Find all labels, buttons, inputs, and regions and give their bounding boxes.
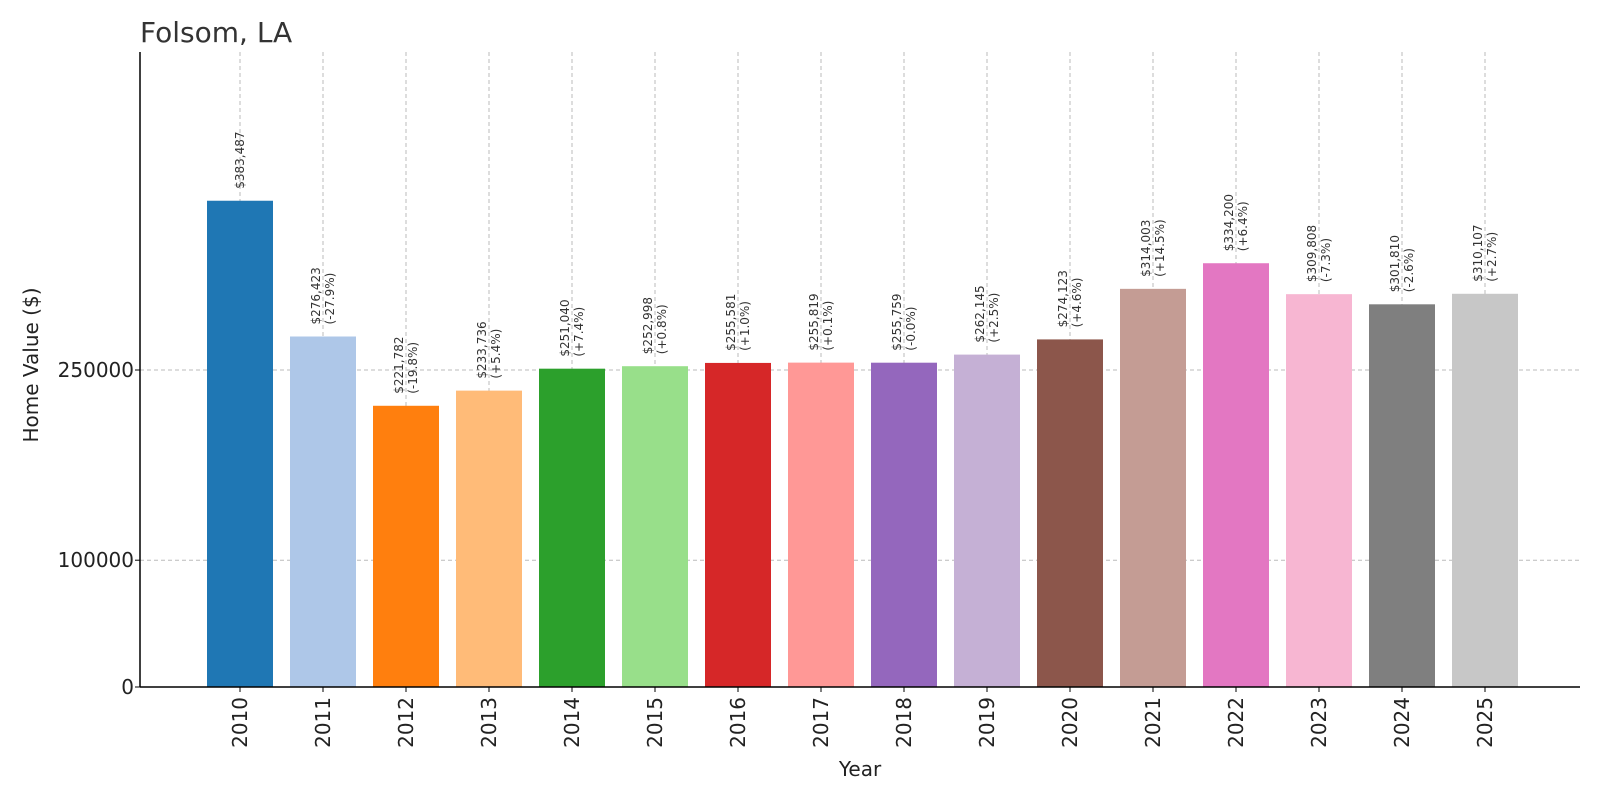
change-label-2023: (-7.3%)	[1319, 238, 1333, 282]
x-tick-label-2024: 2024	[1390, 697, 1414, 748]
bar-2015	[622, 366, 688, 687]
change-label-2011: (-27.9%)	[323, 273, 337, 325]
bar-2016	[705, 362, 771, 687]
x-tick-label-2016: 2016	[726, 697, 750, 748]
change-label-2022: (+6.4%)	[1236, 201, 1250, 251]
change-label-2024: (-2.6%)	[1402, 248, 1416, 292]
bar-2017	[788, 362, 854, 687]
change-label-2016: (+1.0%)	[738, 301, 752, 351]
bar-2014	[539, 368, 605, 687]
x-tick-label-2022: 2022	[1224, 697, 1248, 748]
x-tick-label-2010: 2010	[228, 697, 252, 748]
x-tick-label-2017: 2017	[809, 697, 833, 748]
value-label-2021: $314,003	[1139, 220, 1153, 277]
bar-2012	[373, 405, 439, 687]
x-tick-label-2019: 2019	[975, 697, 999, 748]
change-label-2021: (+14.5%)	[1153, 219, 1167, 277]
x-tick-label-2021: 2021	[1141, 697, 1165, 748]
value-label-2023: $309,808	[1305, 225, 1319, 282]
y-tick-label: 250000	[58, 358, 134, 382]
bar-2021	[1120, 288, 1186, 687]
bar-2018	[871, 362, 937, 687]
bar-2019	[954, 354, 1020, 687]
x-tick-label-2020: 2020	[1058, 697, 1082, 748]
value-label-2010: $383,487	[233, 131, 247, 188]
value-label-2022: $334,200	[1222, 194, 1236, 251]
y-tick-label: 0	[121, 675, 134, 699]
x-tick-label-2023: 2023	[1307, 697, 1331, 748]
value-label-2013: $233,736	[475, 321, 489, 378]
change-label-2015: (+0.8%)	[655, 304, 669, 354]
y-axis-title: Home Value ($)	[19, 287, 43, 442]
bar-2013	[456, 390, 522, 687]
x-axis-title: Year	[838, 757, 882, 781]
value-label-2014: $251,040	[558, 299, 572, 356]
value-label-2020: $274,123	[1056, 270, 1070, 327]
x-tick-label-2015: 2015	[643, 697, 667, 748]
chart-title: Folsom, LA	[140, 16, 292, 49]
bar-2024	[1369, 304, 1435, 687]
change-label-2014: (+7.4%)	[572, 307, 586, 357]
bars	[207, 200, 1518, 688]
x-tick-label-2012: 2012	[394, 697, 418, 748]
x-tick-label-2018: 2018	[892, 697, 916, 748]
x-tick-label-2011: 2011	[311, 697, 335, 748]
value-label-2024: $301,810	[1388, 235, 1402, 292]
change-label-2018: (-0.0%)	[904, 307, 918, 351]
change-label-2017: (+0.1%)	[821, 301, 835, 351]
bar-2020	[1037, 339, 1103, 687]
change-label-2025: (+2.7%)	[1485, 232, 1499, 282]
change-label-2012: (-19.8%)	[406, 342, 420, 394]
bar-2011	[290, 336, 356, 687]
x-tick-label-2013: 2013	[477, 697, 501, 748]
data-labels: $383,487 $276,423 (-27.9%) $221,782 (-19.8%)…	[233, 131, 1499, 393]
change-label-2019: (+2.5%)	[987, 293, 1001, 343]
value-label-2025: $310,107	[1471, 225, 1485, 282]
value-label-2011: $276,423	[309, 267, 323, 324]
bar-2025	[1452, 293, 1518, 687]
value-label-2016: $255,581	[724, 294, 738, 351]
bar-2023	[1286, 294, 1352, 687]
y-tick-label: 100000	[58, 548, 134, 572]
value-label-2017: $255,819	[807, 293, 821, 350]
value-label-2019: $262,145	[973, 285, 987, 342]
value-label-2015: $252,998	[641, 297, 655, 354]
value-label-2012: $221,782	[392, 337, 406, 394]
x-tick-label-2014: 2014	[560, 697, 584, 748]
change-label-2020: (+4.6%)	[1070, 278, 1084, 328]
change-label-2013: (+5.4%)	[489, 329, 503, 379]
value-label-2018: $255,759	[890, 293, 904, 350]
x-tick-label-2025: 2025	[1473, 697, 1497, 748]
bar-2022	[1203, 263, 1269, 687]
axes: 0 100000 250000 2010 2011 2012 2013 2014 2015 201…	[58, 52, 1580, 748]
bar-2010	[207, 200, 273, 688]
